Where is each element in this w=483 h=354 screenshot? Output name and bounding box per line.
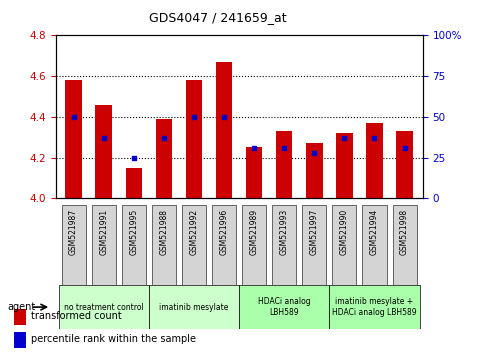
Text: percentile rank within the sample: percentile rank within the sample [30,334,196,344]
Text: no treatment control: no treatment control [64,303,143,312]
Bar [306,143,323,198]
Bar [156,119,172,198]
Bar [61,205,85,285]
Bar [212,205,236,285]
Text: GSM521998: GSM521998 [400,209,409,255]
Bar [246,147,262,198]
Bar [276,131,293,198]
Bar [58,285,149,329]
Bar [366,123,383,198]
Bar [302,205,327,285]
Text: imatinib mesylate: imatinib mesylate [159,303,228,312]
Text: GSM521992: GSM521992 [189,209,199,255]
Text: GSM521988: GSM521988 [159,209,169,255]
Bar [92,205,116,285]
Text: GSM521993: GSM521993 [280,209,289,256]
Text: GSM521987: GSM521987 [69,209,78,255]
Text: transformed count: transformed count [30,311,121,321]
Text: GSM521989: GSM521989 [250,209,258,255]
Text: GDS4047 / 241659_at: GDS4047 / 241659_at [149,11,286,24]
Bar [332,205,356,285]
Bar [14,308,26,325]
Text: GSM521990: GSM521990 [340,209,349,256]
Bar [14,331,26,348]
Bar [65,80,82,198]
Text: imatinib mesylate +
HDACi analog LBH589: imatinib mesylate + HDACi analog LBH589 [332,297,417,317]
Bar [126,168,142,198]
Bar [152,205,176,285]
Bar [185,80,202,198]
Bar [96,104,112,198]
Bar [216,62,232,198]
Bar [239,285,329,329]
Bar [393,205,417,285]
Text: GSM521995: GSM521995 [129,209,138,256]
Bar [122,205,146,285]
Bar [396,131,413,198]
Bar [149,285,239,329]
Text: GSM521997: GSM521997 [310,209,319,256]
Text: GSM521994: GSM521994 [370,209,379,256]
Text: GSM521996: GSM521996 [220,209,228,256]
Text: HDACi analog
LBH589: HDACi analog LBH589 [258,297,311,317]
Bar [329,285,420,329]
Bar [272,205,296,285]
Text: GSM521991: GSM521991 [99,209,108,255]
Bar [336,133,353,198]
Bar [362,205,386,285]
Text: agent: agent [7,302,35,312]
Bar [182,205,206,285]
Bar [242,205,266,285]
